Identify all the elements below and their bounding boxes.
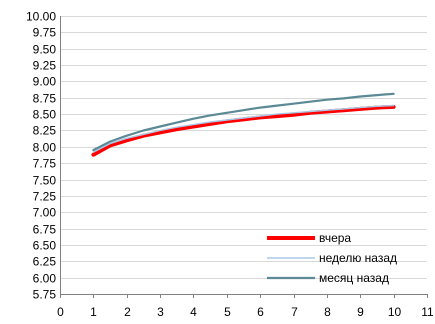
legend-label-2: месяц назад bbox=[319, 271, 389, 285]
y-tick-label: 7.25 bbox=[33, 190, 57, 204]
series-line-2 bbox=[92, 92, 395, 152]
y-tick-label: 8.00 bbox=[33, 141, 57, 155]
x-tick-label: 5 bbox=[224, 305, 231, 319]
legend-label-1: неделю назад bbox=[319, 251, 397, 265]
y-tick-label: 6.75 bbox=[33, 223, 57, 237]
y-tick-label: 9.75 bbox=[33, 26, 57, 40]
x-tick-label: 2 bbox=[124, 305, 131, 319]
series-lines bbox=[91, 92, 396, 157]
y-tick-label: 6.25 bbox=[33, 255, 57, 269]
series-line-0 bbox=[91, 104, 396, 157]
x-tick-label: 7 bbox=[291, 305, 298, 319]
x-tick-label: 4 bbox=[190, 305, 197, 319]
x-tick-label: 1 bbox=[90, 305, 97, 319]
x-tick-label: 11 bbox=[421, 305, 434, 319]
y-tick-label: 8.25 bbox=[33, 124, 57, 138]
y-tick-label: 9.50 bbox=[33, 43, 57, 57]
y-tick-label: 9.00 bbox=[33, 75, 57, 89]
x-tick-label: 6 bbox=[257, 305, 264, 319]
x-tick-label: 0 bbox=[57, 305, 64, 319]
legend: вчера неделю назад месяц назад bbox=[267, 231, 397, 285]
x-tick-label: 9 bbox=[357, 305, 364, 319]
y-tick-label: 7.50 bbox=[33, 174, 57, 188]
y-tick-label: 9.25 bbox=[33, 59, 57, 73]
y-tick-label: 7.00 bbox=[33, 206, 57, 220]
tick-labels: 5.75 6.00 6.25 6.50 6.75 7.00 7.25 7.50 7.75 8.00… bbox=[26, 10, 434, 320]
y-tick-label: 8.50 bbox=[33, 108, 57, 122]
y-tick-label: 5.75 bbox=[33, 288, 57, 302]
x-tick-label: 3 bbox=[157, 305, 164, 319]
y-tick-label: 7.75 bbox=[33, 157, 57, 171]
gridlines bbox=[60, 16, 427, 295]
axes bbox=[60, 16, 428, 298]
x-tick-label: 8 bbox=[324, 305, 331, 319]
y-tick-label: 6.00 bbox=[33, 272, 57, 286]
legend-label-0: вчера bbox=[319, 231, 351, 245]
y-tick-label: 10.00 bbox=[26, 10, 56, 24]
y-tick-label: 6.50 bbox=[33, 239, 57, 253]
x-tick-label: 10 bbox=[388, 305, 402, 319]
y-tick-label: 8.75 bbox=[33, 92, 57, 106]
series-line-1 bbox=[92, 104, 395, 153]
